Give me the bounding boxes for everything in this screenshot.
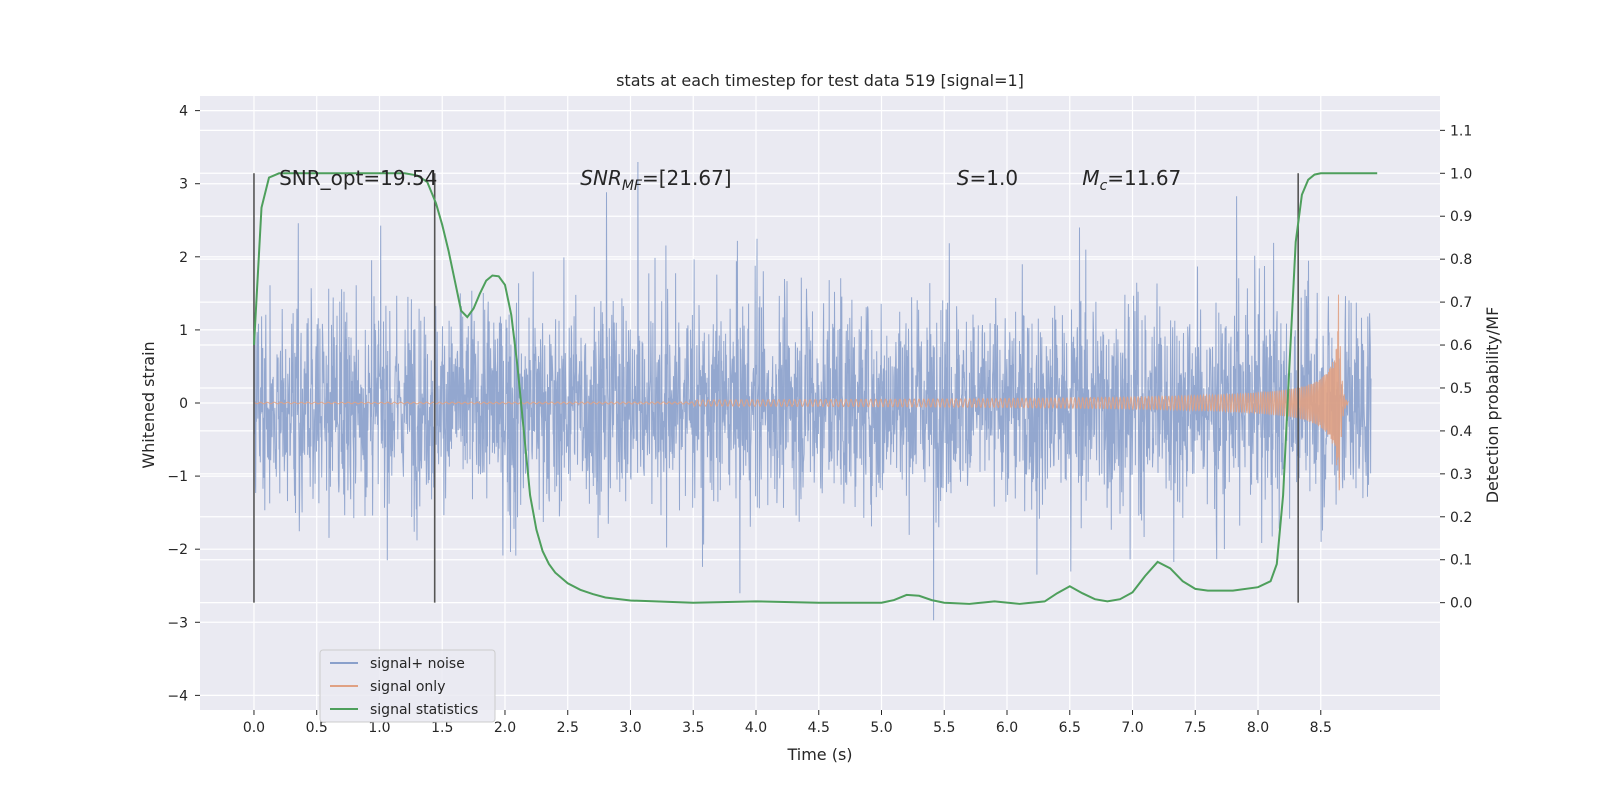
- y-tick-label: −2: [167, 542, 188, 558]
- y-tick-label: −4: [167, 688, 188, 704]
- x-tick-label: 1.0: [368, 720, 390, 736]
- y2-axis-ticks: 1.1 1.0 0.9 0.8 0.7 0.6 0.5 0.4 0.3 0.2 0.1 0.0: [1440, 123, 1472, 612]
- y2-axis-label: Detection probability/MF: [1483, 307, 1502, 504]
- legend-label-signal: signal only: [370, 679, 445, 695]
- y-tick-label: 2: [179, 250, 188, 266]
- y-tick-label: 3: [179, 177, 188, 193]
- y2-tick-label: 0.2: [1450, 510, 1472, 526]
- y2-tick-label: 1.0: [1450, 166, 1472, 182]
- x-tick-label: 7.5: [1184, 720, 1206, 736]
- y2-tick-label: 0.4: [1450, 424, 1472, 440]
- x-axis-ticks: 0.0 0.5 1.0 1.5 2.0 2.5 3.0 3.5 4.0 4.5 5.0 5.5 6.0 6…: [243, 710, 1332, 736]
- y-axis-ticks: 4 3 2 1 0 −1 −2 −3 −4: [167, 104, 200, 704]
- signal-noise-line: [253, 161, 1372, 621]
- y2-tick-label: 0.6: [1450, 338, 1472, 354]
- x-tick-label: 3.5: [682, 720, 704, 736]
- annotation-text: Mc=11.67: [1082, 166, 1181, 194]
- chart-title: stats at each timestep for test data 519…: [616, 71, 1024, 90]
- signal-only-line: [253, 294, 1349, 491]
- x-tick-label: 5.5: [933, 720, 955, 736]
- y-tick-label: 0: [179, 396, 188, 412]
- y-tick-label: 4: [179, 104, 188, 120]
- y-tick-label: −1: [167, 469, 188, 485]
- x-tick-label: 4.0: [745, 720, 767, 736]
- x-tick-label: 4.5: [808, 720, 830, 736]
- x-axis-label: Time (s): [786, 745, 852, 764]
- x-tick-label: 2.5: [557, 720, 579, 736]
- y2-tick-label: 0.7: [1450, 295, 1472, 311]
- signal-statistics-line: [253, 172, 1378, 605]
- legend-label-noise: signal+ noise: [370, 656, 465, 672]
- y2-tick-label: 0.5: [1450, 381, 1472, 397]
- x-tick-label: 6.5: [1059, 720, 1081, 736]
- x-tick-label: 1.5: [431, 720, 453, 736]
- x-tick-label: 3.0: [619, 720, 641, 736]
- y2-tick-label: 1.1: [1450, 123, 1472, 139]
- signal-only-series: [253, 294, 1349, 491]
- x-tick-label: 5.0: [870, 720, 892, 736]
- x-tick-label: 7.0: [1121, 720, 1143, 736]
- vertical-markers: [253, 173, 1299, 603]
- annotations: SNR_opt=19.54 SNRMF=[21.67] S=1.0 Mc=11.67: [279, 166, 1181, 194]
- signal-statistics-series: [253, 172, 1378, 605]
- legend-label-stats: signal statistics: [370, 702, 478, 718]
- annotation-text: SNR_opt=19.54: [279, 166, 437, 190]
- y2-tick-label: 0.3: [1450, 467, 1472, 483]
- y-axis-label: Whitened strain: [139, 341, 158, 468]
- x-tick-label: 8.5: [1310, 720, 1332, 736]
- signal-noise-series: [253, 161, 1372, 621]
- y2-tick-label: 0.1: [1450, 553, 1472, 569]
- x-tick-label: 0.5: [306, 720, 328, 736]
- annotation-text: S=1.0: [957, 166, 1018, 190]
- legend-box: [319, 649, 496, 723]
- y-tick-label: −3: [167, 615, 188, 631]
- y2-tick-label: 0.0: [1450, 596, 1472, 612]
- annotation-text: SNRMF=[21.67]: [580, 166, 731, 194]
- x-tick-label: 8.0: [1247, 720, 1269, 736]
- legend: signal+ noise signal only signal statist…: [319, 649, 496, 723]
- y-tick-label: 1: [179, 323, 188, 339]
- y2-tick-label: 0.9: [1450, 209, 1472, 225]
- x-tick-label: 2.0: [494, 720, 516, 736]
- y2-tick-label: 0.8: [1450, 252, 1472, 268]
- x-tick-label: 6.0: [996, 720, 1018, 736]
- x-tick-label: 0.0: [243, 720, 265, 736]
